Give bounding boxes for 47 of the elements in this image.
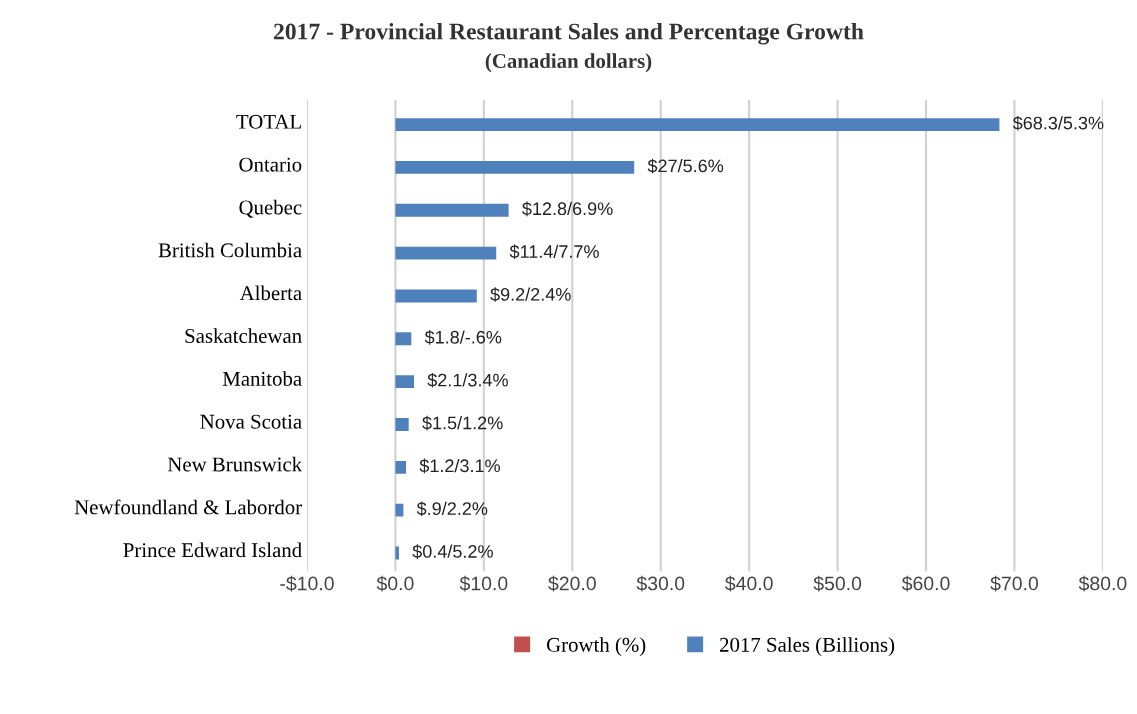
chart-subtitle: (Canadian dollars) <box>485 53 652 73</box>
data-label: $9.2/2.4% <box>490 287 571 302</box>
x-tick-label: $0.0 <box>376 575 414 592</box>
bar <box>395 289 477 303</box>
data-label: $0.4/5.2% <box>412 544 493 559</box>
bar <box>395 460 407 474</box>
y-tick-label: Saskatchewan <box>185 328 302 344</box>
bar <box>395 118 1000 132</box>
data-label: $12.8/6.9% <box>522 201 613 217</box>
y-tick-label: British Columbia <box>158 242 302 258</box>
y-tick-label: TOTAL <box>236 114 301 129</box>
data-label: $1.5/1.2% <box>422 415 503 431</box>
bar <box>395 546 399 560</box>
x-tick-label: $60.0 <box>901 575 950 592</box>
y-tick-label: Ontario <box>239 157 302 172</box>
y-tick-label: Prince Edward Island <box>123 542 302 558</box>
x-tick-label: $50.0 <box>813 575 862 592</box>
x-tick-label: $30.0 <box>636 575 685 592</box>
bar <box>395 503 404 517</box>
x-tick-label: $40.0 <box>725 575 773 592</box>
bar <box>395 161 635 174</box>
data-label: $.9/2.2% <box>416 501 488 517</box>
bar <box>395 418 409 431</box>
legend-label: 2017 Sales (Billions) <box>720 637 895 657</box>
y-tick-label: New Brunswick <box>167 456 303 472</box>
data-label: $11.4/7.7% <box>509 244 599 260</box>
x-tick-label: $20.0 <box>548 575 596 592</box>
data-label: $1.8/-.6% <box>424 330 502 345</box>
data-label: $2.1/3.4% <box>427 372 508 388</box>
chart-title: 2017 - Provincial Restaurant Sales and Percentage Growth <box>274 22 864 45</box>
data-label: $1.2/3.1% <box>419 458 500 474</box>
x-tick-label: -$10.0 <box>280 575 334 592</box>
y-tick-label: Newfoundland & Labordor <box>74 499 302 515</box>
x-tick-label: $80.0 <box>1078 575 1127 592</box>
x-tick-label: $70.0 <box>990 575 1039 592</box>
y-tick-label: Manitoba <box>222 371 302 386</box>
x-tick-label: $10.0 <box>459 575 508 592</box>
bar <box>395 375 414 389</box>
bar <box>395 203 509 217</box>
y-tick-label: Alberta <box>239 285 302 301</box>
legend-label: Growth (%) <box>546 637 646 657</box>
data-label: $68.3/5.3% <box>1012 115 1104 131</box>
bar <box>395 332 412 346</box>
data-label: $27/5.6% <box>647 158 724 174</box>
y-tick-label: Quebec <box>239 199 302 218</box>
y-tick-label: Nova Scotia <box>200 414 302 429</box>
bar <box>395 246 497 260</box>
